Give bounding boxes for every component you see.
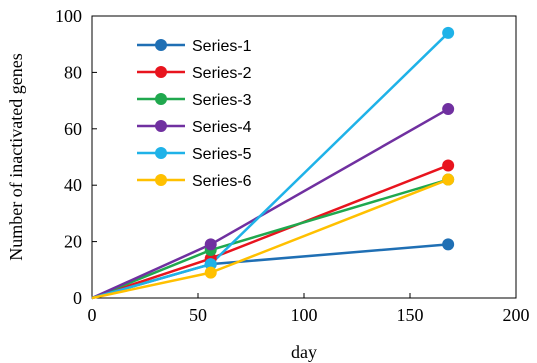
y-tick-label: 0 (73, 288, 82, 308)
legend-marker-2 (155, 66, 167, 78)
y-tick-label: 80 (64, 62, 82, 82)
series-line-4 (91, 107, 449, 300)
legend-marker-4 (155, 120, 167, 132)
x-tick-label: 100 (291, 305, 318, 325)
y-tick-label: 40 (64, 175, 82, 195)
x-tick-label: 50 (189, 305, 207, 325)
legend-marker-5 (155, 147, 167, 159)
series-5-point (204, 258, 217, 271)
y-tick-label: 100 (55, 6, 82, 26)
axis-ticks: 0 50 100 150 200 0 20 40 60 80 100 (55, 6, 530, 325)
series-1-point (442, 238, 455, 251)
y-tick-label: 20 (64, 232, 82, 252)
series-layer (91, 26, 455, 300)
legend-label-5: Series-5 (192, 146, 252, 163)
series-4-point (204, 238, 217, 251)
legend: Series-1 Series-2 Series-3 Series-4 Series-5… (137, 38, 252, 190)
legend-label-4: Series-4 (192, 119, 252, 136)
legend-marker-1 (155, 39, 167, 51)
legend-label-6: Series-6 (192, 173, 252, 190)
series-6-point (442, 173, 455, 186)
legend-marker-3 (155, 93, 167, 105)
y-tick-label: 60 (64, 119, 82, 139)
x-tick-label: 150 (397, 305, 424, 325)
series-5-point (442, 26, 455, 39)
series-6-point (204, 266, 217, 279)
x-axis-title: day (291, 342, 317, 362)
legend-label-1: Series-1 (192, 38, 252, 55)
x-tick-label: 200 (503, 305, 530, 325)
legend-label-2: Series-2 (192, 65, 252, 82)
y-axis-title: Number of inactivated genes (6, 53, 26, 260)
series-4-point (442, 103, 455, 116)
series-line-1 (91, 243, 449, 300)
x-tick-label: 0 (88, 305, 97, 325)
legend-marker-6 (155, 174, 167, 186)
series-2-point (442, 159, 455, 172)
legend-label-3: Series-3 (192, 92, 252, 109)
